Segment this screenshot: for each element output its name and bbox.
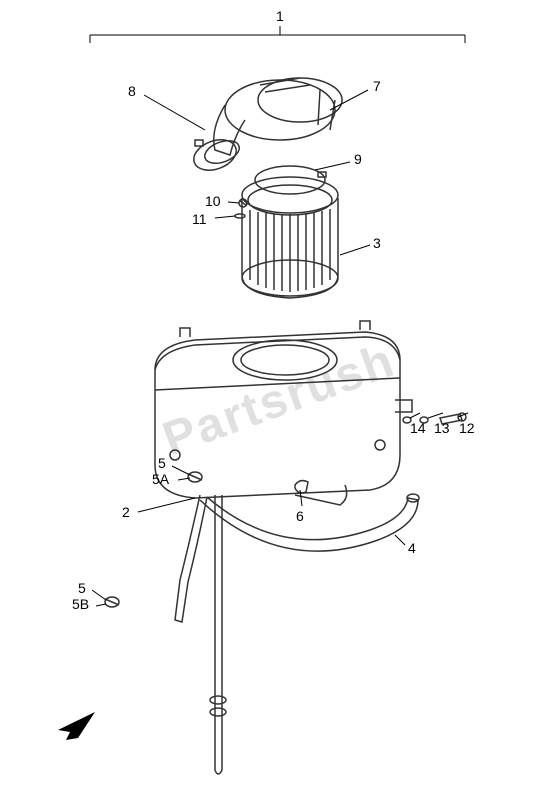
callout-5b: 5 bbox=[78, 580, 86, 596]
part-air-filter bbox=[242, 177, 338, 298]
part-drain-tube bbox=[210, 495, 226, 774]
part-aircleaner-box bbox=[155, 321, 412, 505]
callout-1: 1 bbox=[276, 8, 284, 24]
callout-9: 9 bbox=[354, 151, 362, 167]
callout-6: 6 bbox=[296, 508, 304, 524]
callout-4: 4 bbox=[408, 540, 416, 556]
callout-5: 5 bbox=[158, 455, 166, 471]
part-clip-upper bbox=[188, 472, 202, 482]
callout-7: 7 bbox=[373, 78, 381, 94]
callout-3: 3 bbox=[373, 235, 381, 251]
direction-arrow-icon bbox=[58, 712, 95, 740]
callout-14: 14 bbox=[410, 420, 426, 436]
part-intake-elbow bbox=[202, 78, 342, 168]
parts-diagram-svg bbox=[0, 0, 557, 800]
part-clip-lower bbox=[105, 597, 119, 607]
callout-8: 8 bbox=[128, 83, 136, 99]
leader-lines bbox=[92, 90, 468, 606]
callout-12: 12 bbox=[459, 420, 475, 436]
callout-5A: 5A bbox=[152, 471, 169, 487]
part-hose-clamp bbox=[295, 481, 308, 493]
callout-10: 10 bbox=[205, 193, 221, 209]
callout-5B: 5B bbox=[72, 596, 89, 612]
callout-2: 2 bbox=[122, 504, 130, 520]
callout-13: 13 bbox=[434, 420, 450, 436]
assembly-bracket bbox=[90, 26, 465, 43]
callout-11: 11 bbox=[192, 211, 207, 227]
